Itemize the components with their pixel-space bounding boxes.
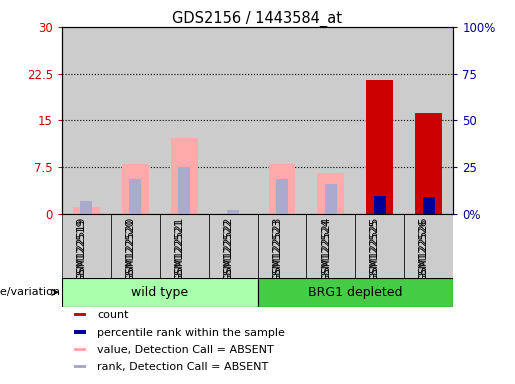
Text: rank, Detection Call = ABSENT: rank, Detection Call = ABSENT (97, 362, 268, 372)
Text: GSM122519: GSM122519 (76, 217, 86, 280)
Text: wild type: wild type (131, 286, 188, 299)
Bar (258, 278, 453, 307)
Bar (74, 313, 86, 316)
Bar (62, 27, 111, 214)
Bar (258, 27, 306, 214)
Bar (160, 214, 209, 278)
Title: GDS2156 / 1443584_at: GDS2156 / 1443584_at (173, 11, 342, 27)
Text: GSM122524: GSM122524 (321, 219, 331, 282)
Bar (227, 210, 239, 214)
Text: GSM122522: GSM122522 (223, 217, 233, 280)
Bar (404, 214, 453, 278)
Bar (62, 214, 111, 278)
Text: GSM122523: GSM122523 (272, 217, 282, 280)
Bar (258, 214, 306, 278)
Text: GSM122524: GSM122524 (321, 217, 331, 280)
Bar (415, 113, 442, 214)
Text: GSM122522: GSM122522 (223, 219, 233, 282)
Bar (268, 164, 296, 214)
Text: percentile rank within the sample: percentile rank within the sample (97, 328, 285, 338)
Bar (170, 138, 198, 214)
Bar (73, 207, 100, 214)
Bar (74, 365, 86, 368)
Bar (74, 330, 86, 334)
Bar (111, 214, 160, 278)
Text: GSM122520: GSM122520 (125, 217, 135, 280)
Bar (366, 80, 393, 214)
Bar (74, 348, 86, 351)
Text: GSM122521: GSM122521 (174, 217, 184, 280)
Text: GSM122523: GSM122523 (272, 219, 282, 282)
Text: GSM122519: GSM122519 (76, 219, 86, 282)
Bar (317, 173, 345, 214)
Text: GSM122526: GSM122526 (419, 217, 428, 280)
Bar (160, 27, 209, 214)
Bar (122, 164, 149, 214)
Bar (178, 167, 190, 214)
Bar (80, 201, 92, 214)
Text: value, Detection Call = ABSENT: value, Detection Call = ABSENT (97, 345, 274, 355)
Text: GSM122525: GSM122525 (370, 219, 380, 282)
Bar (209, 27, 258, 214)
Bar (355, 214, 404, 278)
Text: GSM122526: GSM122526 (419, 219, 428, 282)
Bar (129, 179, 141, 214)
Bar (374, 196, 386, 214)
Text: genotype/variation: genotype/variation (0, 287, 61, 297)
Bar (111, 27, 160, 214)
Bar (355, 27, 404, 214)
Text: GSM122525: GSM122525 (370, 217, 380, 280)
Bar (306, 27, 355, 214)
Bar (423, 197, 435, 214)
Bar (62, 278, 258, 307)
Bar (276, 179, 288, 214)
Bar (306, 214, 355, 278)
Text: count: count (97, 310, 129, 320)
Bar (325, 184, 337, 214)
Text: GSM122521: GSM122521 (174, 219, 184, 282)
Bar (209, 214, 258, 278)
Bar (404, 27, 453, 214)
Text: GSM122520: GSM122520 (125, 219, 135, 282)
Text: BRG1 depleted: BRG1 depleted (308, 286, 403, 299)
